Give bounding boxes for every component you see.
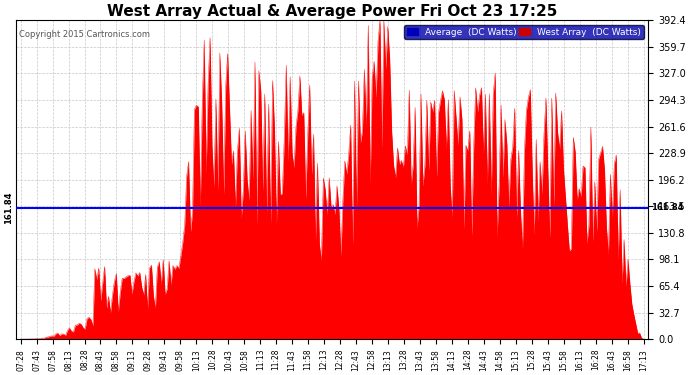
Text: 161.84: 161.84 — [651, 203, 684, 212]
Title: West Array Actual & Average Power Fri Oct 23 17:25: West Array Actual & Average Power Fri Oc… — [107, 4, 558, 19]
Text: Copyright 2015 Cartronics.com: Copyright 2015 Cartronics.com — [19, 30, 150, 39]
Legend: Average  (DC Watts), West Array  (DC Watts): Average (DC Watts), West Array (DC Watts… — [404, 25, 644, 39]
Text: 161.84: 161.84 — [3, 191, 12, 224]
